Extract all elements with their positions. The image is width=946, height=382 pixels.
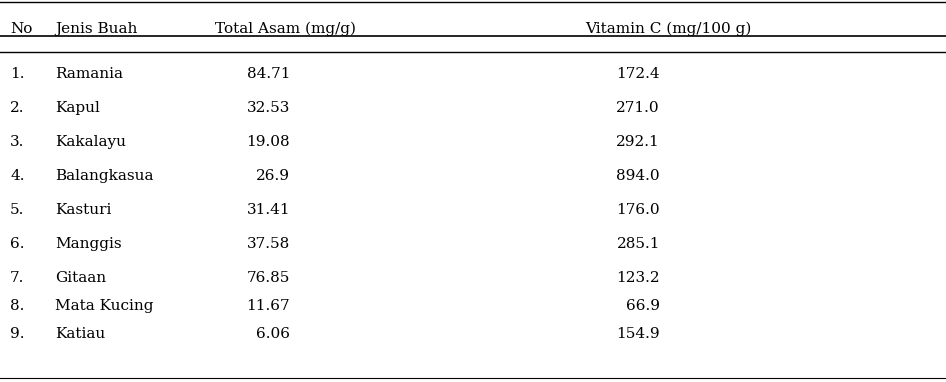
Text: 172.4: 172.4 [617,67,660,81]
Text: 292.1: 292.1 [616,135,660,149]
Text: 7.: 7. [10,271,25,285]
Text: 2.: 2. [10,101,25,115]
Text: 285.1: 285.1 [617,237,660,251]
Text: Katiau: Katiau [55,327,105,341]
Text: Manggis: Manggis [55,237,122,251]
Text: Kakalayu: Kakalayu [55,135,126,149]
Text: 176.0: 176.0 [617,203,660,217]
Text: 1.: 1. [10,67,25,81]
Text: 31.41: 31.41 [246,203,290,217]
Text: 6.06: 6.06 [256,327,290,341]
Text: Balangkasua: Balangkasua [55,169,153,183]
Text: 8.: 8. [10,299,25,313]
Text: 9.: 9. [10,327,25,341]
Text: Kapul: Kapul [55,101,100,115]
Text: 37.58: 37.58 [247,237,290,251]
Text: Total Asam (mg/g): Total Asam (mg/g) [215,22,356,36]
Text: 6.: 6. [10,237,25,251]
Text: Kasturi: Kasturi [55,203,112,217]
Text: 5.: 5. [10,203,25,217]
Text: 894.0: 894.0 [617,169,660,183]
Text: 154.9: 154.9 [617,327,660,341]
Text: 3.: 3. [10,135,25,149]
Text: 76.85: 76.85 [247,271,290,285]
Text: 4.: 4. [10,169,25,183]
Text: Ramania: Ramania [55,67,123,81]
Text: No: No [10,22,32,36]
Text: Gitaan: Gitaan [55,271,106,285]
Text: 123.2: 123.2 [617,271,660,285]
Text: 26.9: 26.9 [256,169,290,183]
Text: 32.53: 32.53 [247,101,290,115]
Text: Vitamin C (mg/100 g): Vitamin C (mg/100 g) [585,22,751,36]
Text: 11.67: 11.67 [246,299,290,313]
Text: 19.08: 19.08 [246,135,290,149]
Text: Mata Kucing: Mata Kucing [55,299,153,313]
Text: Jenis Buah: Jenis Buah [55,22,137,36]
Text: 66.9: 66.9 [626,299,660,313]
Text: 84.71: 84.71 [247,67,290,81]
Text: 271.0: 271.0 [617,101,660,115]
